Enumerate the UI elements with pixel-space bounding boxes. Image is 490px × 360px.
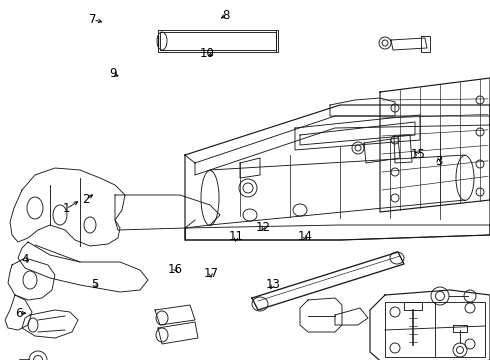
Text: 4: 4 bbox=[22, 253, 29, 266]
Text: 13: 13 bbox=[266, 278, 281, 291]
Text: 7: 7 bbox=[89, 13, 97, 26]
Text: 5: 5 bbox=[91, 278, 98, 291]
Text: 16: 16 bbox=[168, 263, 183, 276]
Text: 9: 9 bbox=[109, 67, 117, 80]
Text: 11: 11 bbox=[229, 230, 244, 243]
Text: 15: 15 bbox=[411, 148, 425, 161]
Text: 1: 1 bbox=[62, 202, 70, 215]
Text: 10: 10 bbox=[199, 47, 214, 60]
Text: 17: 17 bbox=[203, 267, 218, 280]
Text: 12: 12 bbox=[256, 221, 270, 234]
Text: 6: 6 bbox=[15, 307, 23, 320]
Text: 2: 2 bbox=[82, 193, 90, 206]
Bar bbox=[385, 302, 485, 357]
Text: 3: 3 bbox=[435, 156, 442, 168]
Text: 14: 14 bbox=[297, 230, 312, 243]
Text: 8: 8 bbox=[222, 9, 230, 22]
